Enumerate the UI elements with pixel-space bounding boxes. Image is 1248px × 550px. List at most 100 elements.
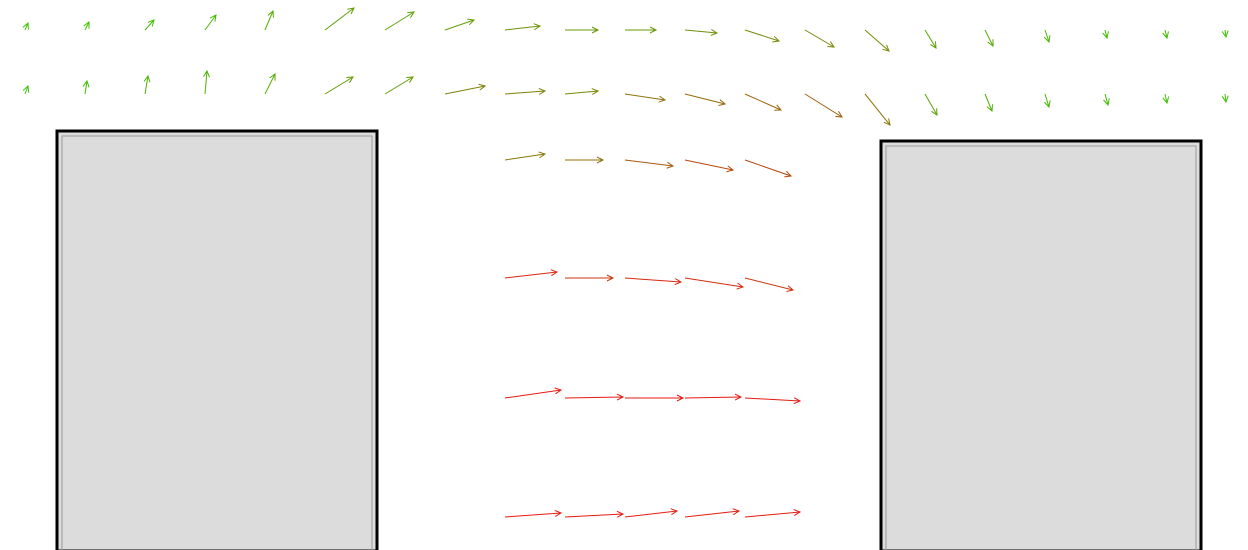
arrow-row-1-0 <box>22 21 29 31</box>
arrow-row-1-2 <box>144 19 155 31</box>
arrow-head <box>478 83 487 91</box>
arrow-shaft <box>1224 93 1227 103</box>
arrow-head <box>606 274 615 282</box>
arrow-row-2-11 <box>684 93 727 106</box>
arrow-row-2-16 <box>984 93 993 113</box>
arrow-shaft <box>24 85 29 95</box>
arrow-shaft <box>984 29 994 47</box>
arrow-row-5-2 <box>625 394 685 402</box>
arrow-row-2-20 <box>1221 93 1229 104</box>
arrow-head <box>347 7 355 15</box>
arrow-head <box>883 118 891 126</box>
left-block <box>55 129 379 550</box>
arrow-row-2-5 <box>324 76 354 95</box>
arrow-shaft <box>384 76 414 95</box>
arrow-shaft <box>24 22 29 31</box>
arrow-row-1-11 <box>684 29 719 36</box>
arrow-shaft <box>924 29 937 49</box>
arrow-shaft <box>744 29 780 42</box>
arrow-head <box>147 19 155 27</box>
arrow-head <box>774 104 783 111</box>
arrow-row-3-4 <box>744 159 793 178</box>
arrow-head <box>1044 100 1051 109</box>
arrow-row-2-17 <box>1044 93 1051 109</box>
arrow-row-1-19 <box>1162 29 1169 40</box>
arrow-head <box>1103 98 1110 107</box>
arrow-head <box>538 151 547 159</box>
arrow-shaft <box>744 93 782 111</box>
arrow-shaft <box>324 76 354 95</box>
arrow-head <box>734 393 743 401</box>
arrow-head <box>269 73 276 81</box>
arrow-head <box>22 84 30 93</box>
arrow-row-2-6 <box>384 76 414 95</box>
arrow-shaft <box>1104 29 1108 39</box>
arrow-shaft <box>444 19 475 31</box>
arrow-shaft <box>84 21 90 31</box>
arrow-row-1-10 <box>625 26 658 34</box>
arrow-row-6-1 <box>564 510 625 518</box>
arrow-head <box>550 269 559 277</box>
arrow-head <box>209 14 217 22</box>
arrow-row-1-18 <box>1102 29 1109 40</box>
arrow-shaft <box>864 29 890 52</box>
arrow-shaft <box>1164 93 1168 104</box>
arrow-row-1-20 <box>1221 29 1229 39</box>
arrow-head <box>616 510 625 518</box>
arrow-row-1-3 <box>204 14 217 31</box>
arrow-head <box>407 11 415 18</box>
arrow-row-6-0 <box>504 509 563 518</box>
arrow-row-5-1 <box>564 393 625 401</box>
arrow-head <box>467 18 476 26</box>
arrow-head <box>1221 95 1229 104</box>
arrow-head <box>1043 35 1051 44</box>
arrow-head <box>835 111 843 118</box>
arrow-shaft <box>804 93 843 118</box>
arrow-shaft <box>684 93 726 105</box>
arrow-row-1-14 <box>864 29 890 52</box>
arrow-head <box>533 23 542 31</box>
arrow-row-3-3 <box>684 159 735 173</box>
arrow-row-1-4 <box>264 9 274 31</box>
arrow-row-6-2 <box>624 508 679 518</box>
arrow-shaft <box>684 396 742 399</box>
arrow-row-2-14 <box>864 93 891 126</box>
arrow-shaft <box>204 14 217 31</box>
arrow-row-2-0 <box>22 84 30 95</box>
arrow-head <box>793 397 802 405</box>
arrow-row-3-1 <box>565 156 605 164</box>
arrow-row-4-2 <box>624 277 683 286</box>
arrow-row-2-10 <box>624 93 667 103</box>
arrow-head <box>670 508 679 516</box>
arrow-head <box>726 165 735 173</box>
arrow-head <box>406 76 414 83</box>
arrow-head <box>596 156 605 164</box>
arrow-row-5-4 <box>744 397 802 405</box>
arrow-head <box>786 285 795 292</box>
arrow-row-2-2 <box>143 74 151 95</box>
arrow-row-6-3 <box>684 508 741 518</box>
arrow-row-1-6 <box>384 11 415 31</box>
arrow-row-2-4 <box>264 73 276 95</box>
arrow-head <box>987 39 994 47</box>
arrow-shaft <box>684 510 740 518</box>
arrow-head <box>83 21 90 29</box>
arrow-row-1-17 <box>1043 29 1051 44</box>
arrow-row-2-7 <box>444 83 487 95</box>
arrow-head <box>710 29 719 36</box>
arrow-row-6-4 <box>744 509 802 518</box>
arrow-head <box>882 44 890 52</box>
arrow-row-4-4 <box>744 277 795 292</box>
arrow-head <box>827 41 835 48</box>
arrow-shaft <box>744 511 801 518</box>
arrow-head <box>736 282 745 290</box>
arrow-head <box>591 88 600 95</box>
arrow-shaft <box>624 93 666 101</box>
arrow-shaft <box>504 90 546 95</box>
arrow-head <box>649 26 658 34</box>
arrow-shaft <box>324 7 355 31</box>
arrow-head <box>1102 31 1109 40</box>
arrow-shaft <box>624 277 682 283</box>
arrow-row-4-3 <box>684 277 745 290</box>
arrow-shaft <box>564 396 624 399</box>
